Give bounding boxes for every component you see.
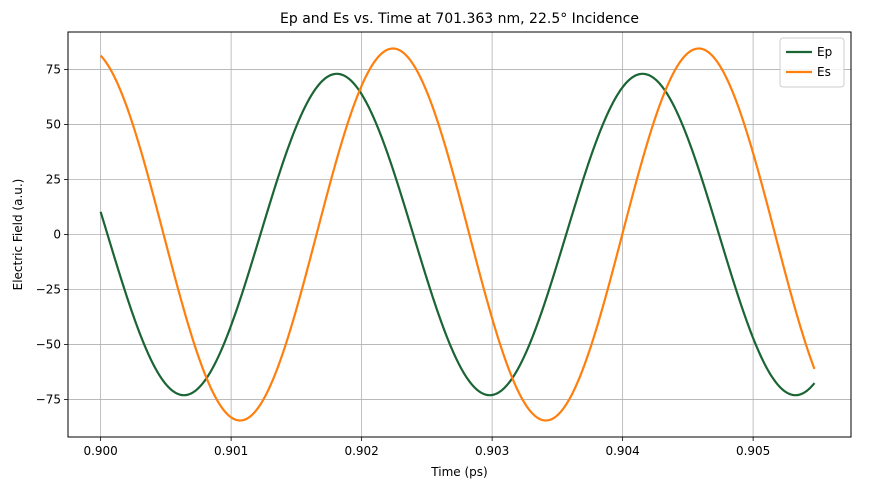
x-tick-label: 0.903 — [475, 444, 509, 458]
y-axis: −75 −50 −25 0 25 50 75 — [36, 62, 68, 407]
x-tick-label: 0.905 — [736, 444, 770, 458]
series-layer — [99, 47, 816, 422]
legend-label-ep: Ep — [817, 45, 832, 59]
series-line-ep — [99, 72, 816, 397]
y-tick-label: 50 — [46, 117, 61, 131]
y-tick-label: 0 — [53, 228, 61, 242]
legend-label-es: Es — [817, 65, 831, 79]
x-axis: 0.900 0.901 0.902 0.903 0.904 0.905 — [83, 437, 770, 458]
chart-title: Ep and Es vs. Time at 701.363 nm, 22.5° … — [280, 11, 639, 27]
legend: Ep Es — [779, 37, 845, 88]
legend-box — [779, 37, 845, 88]
x-tick-label: 0.900 — [83, 444, 117, 458]
y-tick-label: 75 — [46, 62, 61, 76]
x-tick-label: 0.901 — [214, 444, 248, 458]
x-tick-label: 0.902 — [344, 444, 378, 458]
series-line-es — [99, 47, 816, 422]
y-tick-label: −50 — [36, 338, 61, 352]
x-axis-label: Time (ps) — [430, 465, 487, 479]
y-tick-label: −25 — [36, 283, 61, 297]
y-tick-label: 25 — [46, 172, 61, 186]
y-tick-label: −75 — [36, 393, 61, 407]
y-axis-label: Electric Field (a.u.) — [11, 179, 25, 291]
x-tick-label: 0.904 — [605, 444, 639, 458]
